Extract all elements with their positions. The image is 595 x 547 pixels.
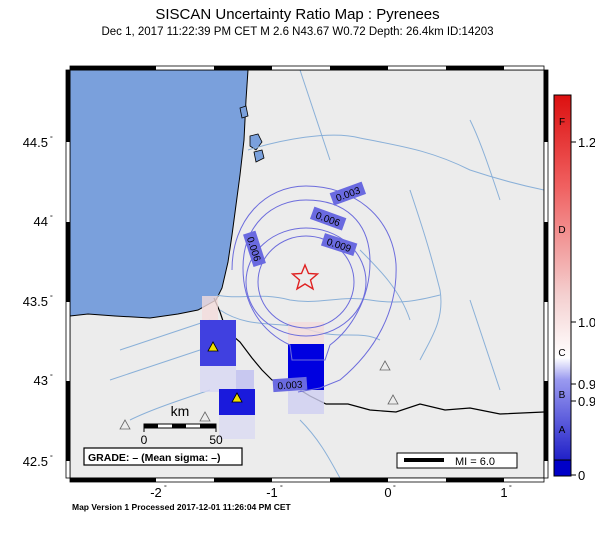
contour-labels: 0.003 0.006 0.009 0.006 0.003 xyxy=(243,181,367,393)
x-axis: -2 ° -1 ° 0 ° 1 ° xyxy=(150,484,512,500)
x-tick-label: 1 xyxy=(500,485,507,500)
colorbar-letter: A xyxy=(559,425,566,436)
x-tick-label: 0 xyxy=(384,485,391,500)
y-tick-label: 44 xyxy=(34,214,48,229)
scale-left: 0 xyxy=(141,433,148,447)
svg-text:°: ° xyxy=(50,214,53,222)
mi-legend-text: MI = 6.0 xyxy=(455,456,495,468)
stations xyxy=(119,341,399,430)
x-tick-label: -2 xyxy=(150,485,162,500)
x-tick-label: -1 xyxy=(266,485,278,500)
colorbar-value: 0.9 xyxy=(578,377,595,392)
y-tick-label: 42.5 xyxy=(23,454,48,469)
colorbar-value: 1.0 xyxy=(578,315,595,330)
station-triangle-icon xyxy=(231,392,243,403)
colorbar-letter: F xyxy=(559,117,565,128)
lagoon xyxy=(249,133,263,151)
rivers xyxy=(109,70,544,478)
svg-text:°: ° xyxy=(50,454,53,462)
map-subtitle: Dec 1, 2017 11:22:39 PM CET M 2.6 N43.67… xyxy=(101,26,494,38)
color-bar: F D C B A 1.2 1.0 0.9 0.9 0 xyxy=(553,94,595,483)
colorbar-letter: C xyxy=(558,348,565,359)
map-footer: Map Version 1 Processed 2017-12-01 11:26… xyxy=(72,502,291,512)
svg-text:°: ° xyxy=(393,484,396,492)
contour-lines xyxy=(231,185,397,393)
grade-text: GRADE: – (Mean sigma: –) xyxy=(88,452,220,464)
colorbar-letter: B xyxy=(559,390,566,401)
y-tick-label: 43 xyxy=(34,373,48,388)
station-triangle-icon xyxy=(387,394,399,405)
y-tick-label: 43.5 xyxy=(23,294,48,309)
colorbar-letter: D xyxy=(558,225,565,236)
station-triangle-icon xyxy=(379,360,391,371)
lagoon xyxy=(253,149,265,163)
scale-unit: km xyxy=(171,403,190,419)
svg-text:°: ° xyxy=(50,373,53,381)
lagoon xyxy=(239,105,249,119)
frame-border-ticks xyxy=(65,65,549,483)
scale-bar: km 0 50 xyxy=(141,403,223,447)
station-triangle-icon xyxy=(207,341,219,352)
station-triangle-icon xyxy=(199,411,211,422)
svg-text:°: ° xyxy=(50,294,53,302)
grade-box: GRADE: – (Mean sigma: –) xyxy=(83,447,243,466)
colorbar-value: 0 xyxy=(578,468,585,483)
y-axis: 44.5 ° 44 ° 43.5 ° 43 ° 42.5 ° xyxy=(23,135,53,469)
y-tick-label: 44.5 xyxy=(23,135,48,150)
svg-text:°: ° xyxy=(50,135,53,143)
svg-text:°: ° xyxy=(280,484,283,492)
map-title: SISCAN Uncertainty Ratio Map : Pyrenees xyxy=(155,6,440,23)
sea-bay-of-biscay xyxy=(70,70,249,319)
colorbar-value: 1.2 xyxy=(578,135,595,150)
colorbar-value: 0.9 xyxy=(578,394,595,409)
station-triangle-icon xyxy=(119,419,131,430)
mi-legend-box: MI = 6.0 xyxy=(396,452,518,469)
contour-label: 0.003 xyxy=(277,380,303,393)
epicenter-star-icon xyxy=(290,263,320,291)
scale-right: 50 xyxy=(209,433,223,447)
svg-text:°: ° xyxy=(164,484,167,492)
svg-text:°: ° xyxy=(509,484,512,492)
